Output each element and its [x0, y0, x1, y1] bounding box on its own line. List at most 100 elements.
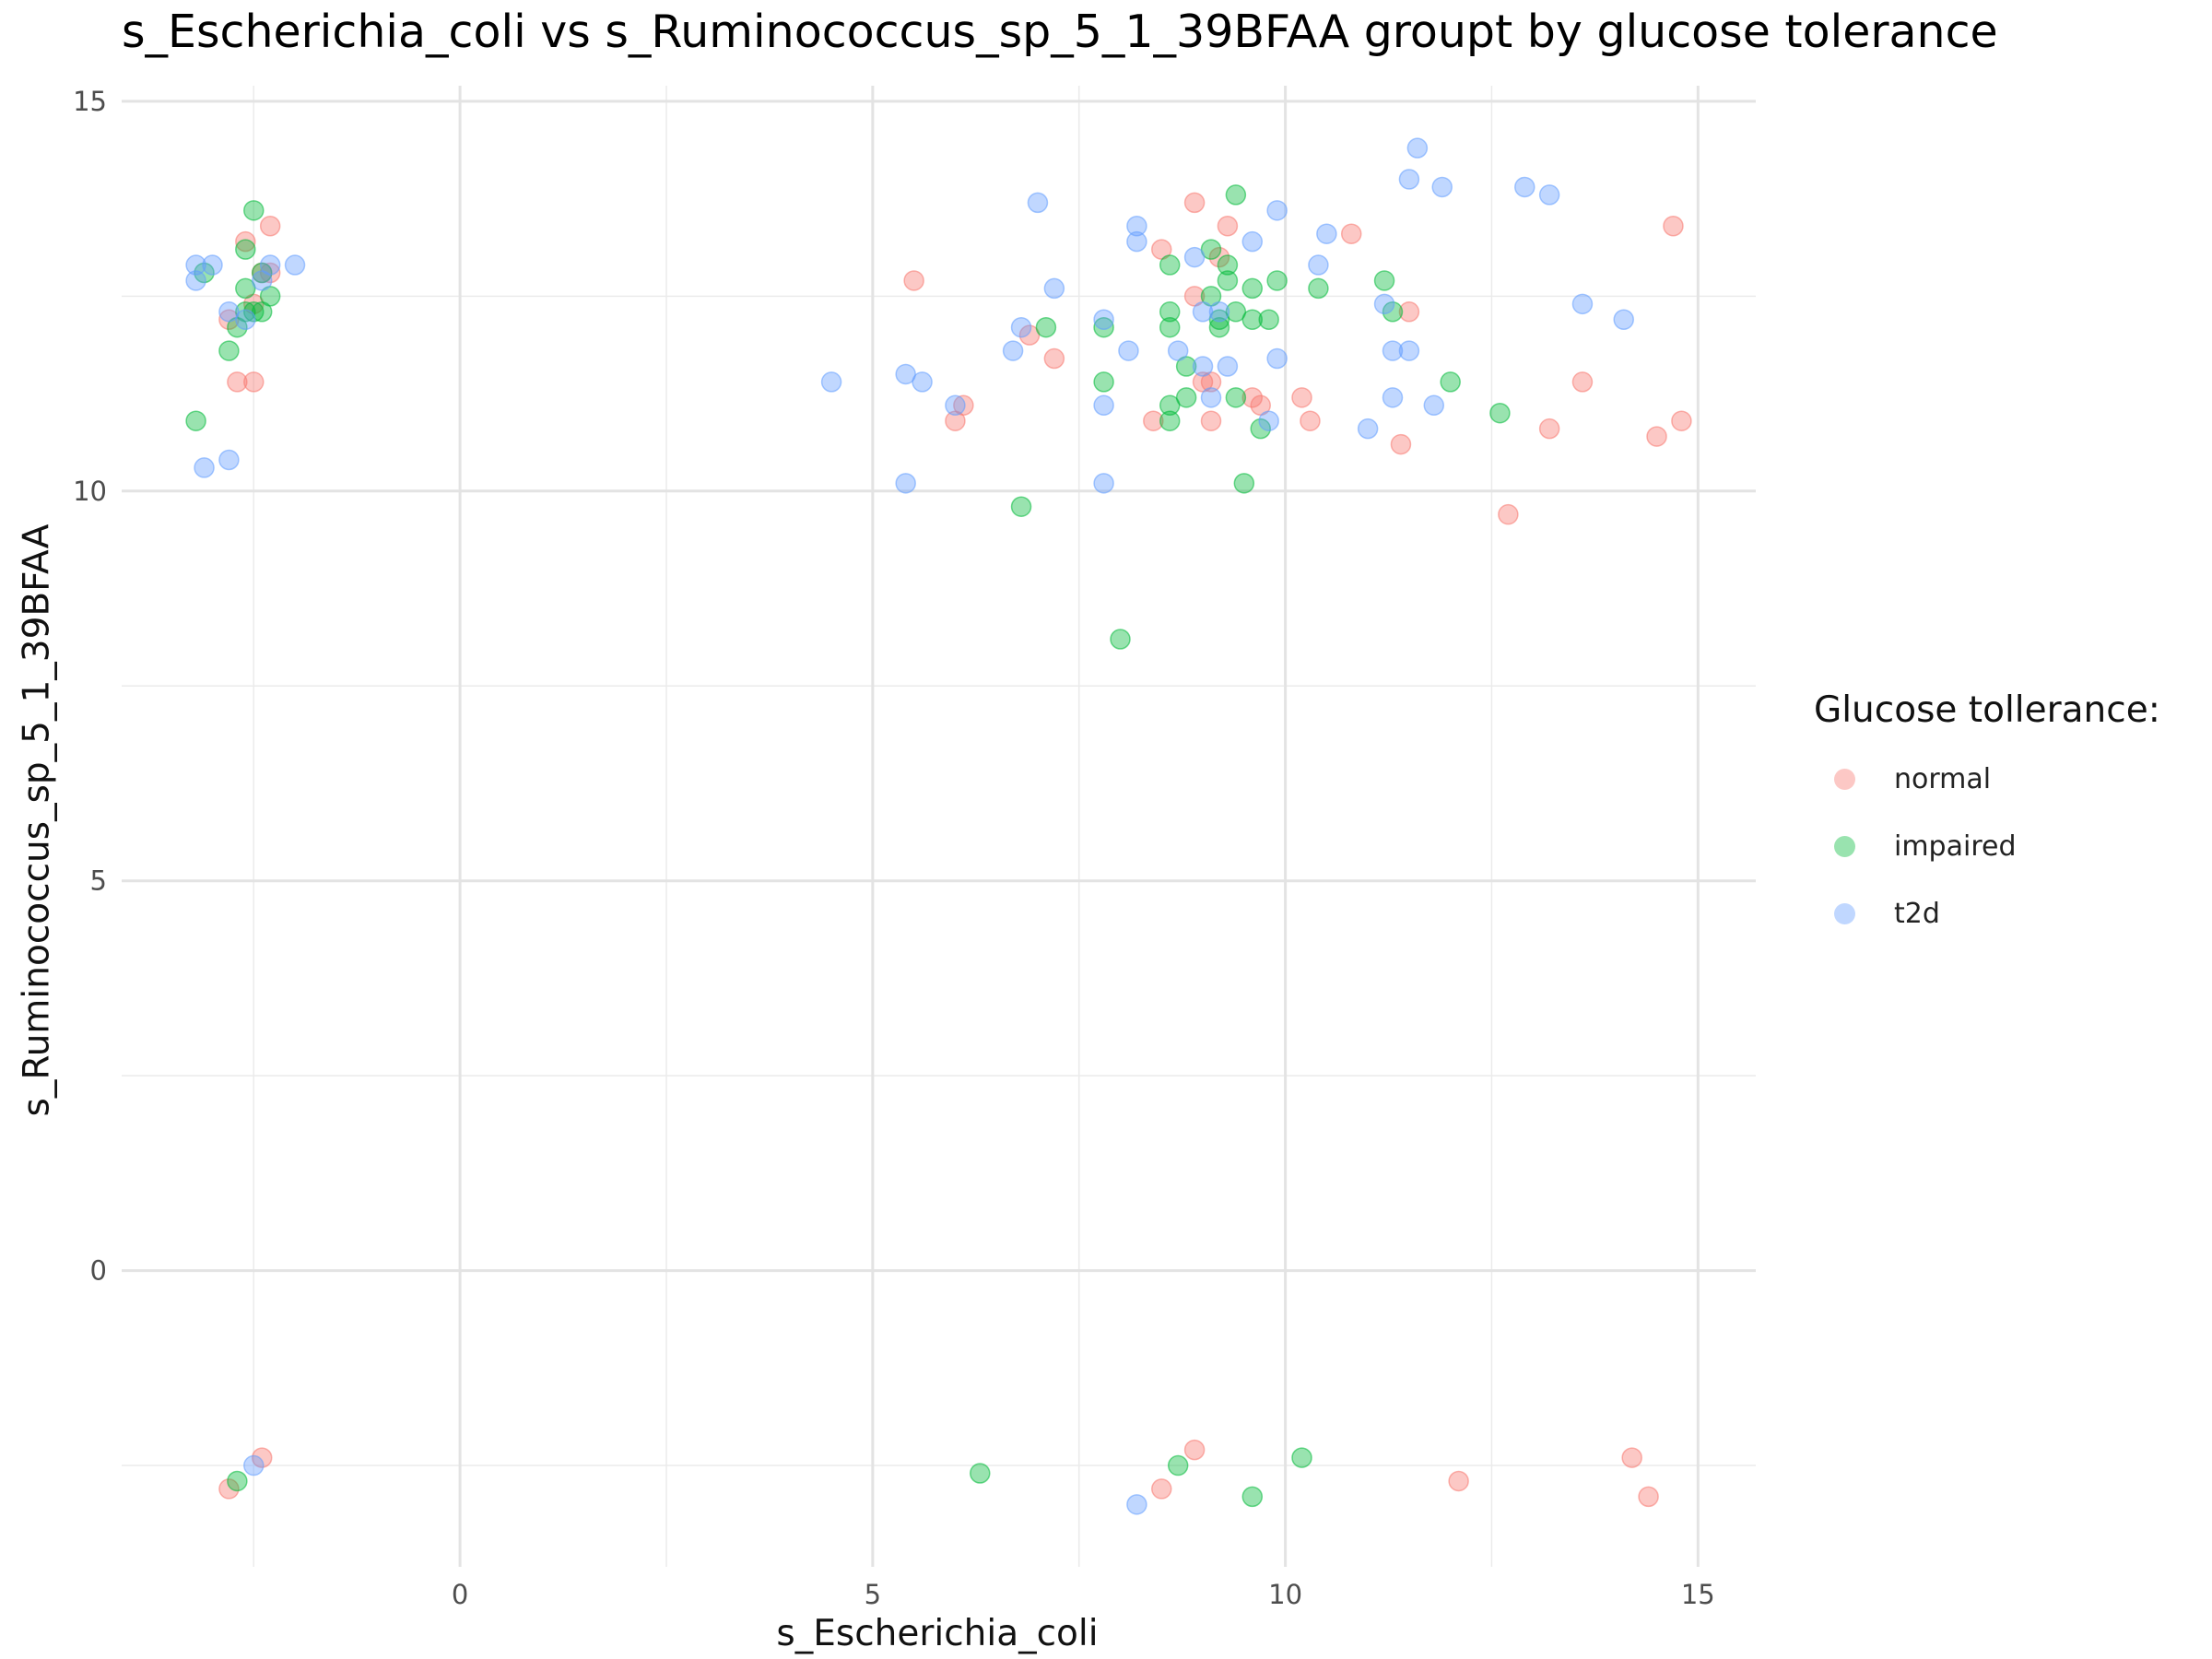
legend-item-impaired: impaired: [1834, 813, 2160, 880]
point-normal: [1498, 503, 1519, 525]
point-impaired: [1010, 496, 1032, 517]
point-t2d: [1406, 137, 1429, 159]
point-normal: [1538, 418, 1560, 440]
point-t2d: [251, 270, 273, 291]
point-impaired: [243, 200, 265, 221]
point-impaired: [1159, 316, 1181, 338]
point-t2d: [1126, 230, 1147, 253]
point-t2d: [1398, 169, 1420, 190]
point-impaired: [1035, 316, 1057, 338]
point-impaired: [1159, 254, 1181, 276]
point-normal: [227, 371, 248, 393]
point-t2d: [218, 449, 240, 471]
point-impaired: [218, 340, 240, 361]
point-impaired: [1233, 473, 1255, 494]
point-t2d: [1208, 301, 1230, 323]
point-impaired: [194, 262, 215, 284]
point-t2d: [895, 473, 916, 494]
legend-key-t2d: [1834, 903, 1855, 924]
point-impaired: [1241, 309, 1264, 330]
point-impaired: [185, 410, 206, 431]
point-normal: [1208, 246, 1230, 268]
point-impaired: [1291, 1447, 1312, 1468]
point-normal: [945, 410, 966, 431]
point-t2d: [235, 309, 256, 330]
point-t2d: [945, 394, 966, 417]
x-tick-label: 0: [452, 1579, 468, 1610]
point-impaired: [1208, 316, 1230, 338]
point-impaired: [1250, 418, 1271, 440]
point-impaired: [1382, 301, 1404, 323]
point-t2d: [1126, 1494, 1147, 1515]
y-tick-label: 15: [73, 86, 107, 117]
point-impaired: [1159, 394, 1181, 417]
point-normal: [1183, 1439, 1206, 1461]
point-normal: [1043, 347, 1065, 370]
point-t2d: [1010, 316, 1032, 338]
point-normal: [1143, 410, 1164, 431]
point-impaired: [1266, 270, 1288, 291]
point-t2d: [1316, 223, 1337, 244]
point-t2d: [1093, 309, 1114, 330]
point-normal: [251, 1447, 273, 1468]
point-impaired: [1225, 184, 1247, 206]
point-t2d: [820, 371, 842, 393]
point-normal: [1448, 1470, 1469, 1492]
point-normal: [243, 371, 265, 393]
legend-key-impaired: [1834, 836, 1855, 857]
point-normal: [218, 1478, 240, 1500]
point-t2d: [1357, 418, 1379, 440]
point-normal: [1151, 1478, 1172, 1500]
x-tick-label: 15: [1681, 1579, 1715, 1610]
point-impaired: [1167, 1454, 1189, 1477]
point-impaired: [1159, 410, 1181, 431]
point-t2d: [1241, 230, 1264, 253]
point-t2d: [194, 457, 215, 478]
point-t2d: [1027, 192, 1049, 214]
point-t2d: [1183, 246, 1206, 268]
point-normal: [1217, 215, 1239, 237]
point-normal: [1671, 410, 1692, 431]
point-t2d: [1308, 254, 1329, 276]
x-tick-label: 5: [865, 1579, 881, 1610]
point-impaired: [235, 239, 256, 260]
point-t2d: [1514, 176, 1535, 198]
point-normal: [1638, 1486, 1659, 1508]
x-tick-label: 10: [1268, 1579, 1302, 1610]
legend: Glucose tollerance: normal impaired t2d: [1814, 689, 2160, 947]
point-t2d: [243, 1454, 265, 1477]
point-t2d: [1200, 387, 1222, 408]
point-impaired: [1217, 270, 1239, 291]
point-impaired: [1241, 1486, 1264, 1508]
point-impaired: [1225, 387, 1247, 408]
point-t2d: [284, 254, 306, 276]
x-axis-label: s_Escherichia_coli: [776, 1613, 1099, 1654]
legend-item-t2d: t2d: [1834, 880, 2160, 947]
point-t2d: [1043, 277, 1065, 300]
point-t2d: [1382, 387, 1404, 408]
point-t2d: [1192, 301, 1214, 323]
point-impaired: [1440, 371, 1461, 393]
point-impaired: [1093, 371, 1114, 393]
point-normal: [1621, 1447, 1642, 1468]
legend-label-normal: normal: [1894, 763, 1992, 795]
point-impaired: [1217, 254, 1239, 276]
point-t2d: [1423, 394, 1445, 417]
point-t2d: [1398, 340, 1420, 361]
y-axis-label: s_Ruminococcus_sp_5_1_39BFAA: [16, 524, 58, 1117]
point-t2d: [1118, 340, 1139, 361]
x-axis-ticks: 0 5 10 15: [452, 1579, 1715, 1610]
point-impaired: [251, 262, 273, 284]
point-normal: [1390, 433, 1412, 455]
point-t2d: [1093, 394, 1114, 417]
point-impaired: [243, 301, 265, 323]
point-normal: [1291, 387, 1312, 408]
point-impaired: [1110, 629, 1131, 650]
y-tick-label: 10: [73, 476, 107, 507]
legend-label-t2d: t2d: [1894, 898, 1940, 930]
point-impaired: [1241, 277, 1264, 300]
y-tick-label: 5: [90, 865, 107, 897]
point-t2d: [1613, 309, 1634, 330]
point-impaired: [227, 1470, 248, 1492]
point-impaired: [1373, 270, 1395, 291]
